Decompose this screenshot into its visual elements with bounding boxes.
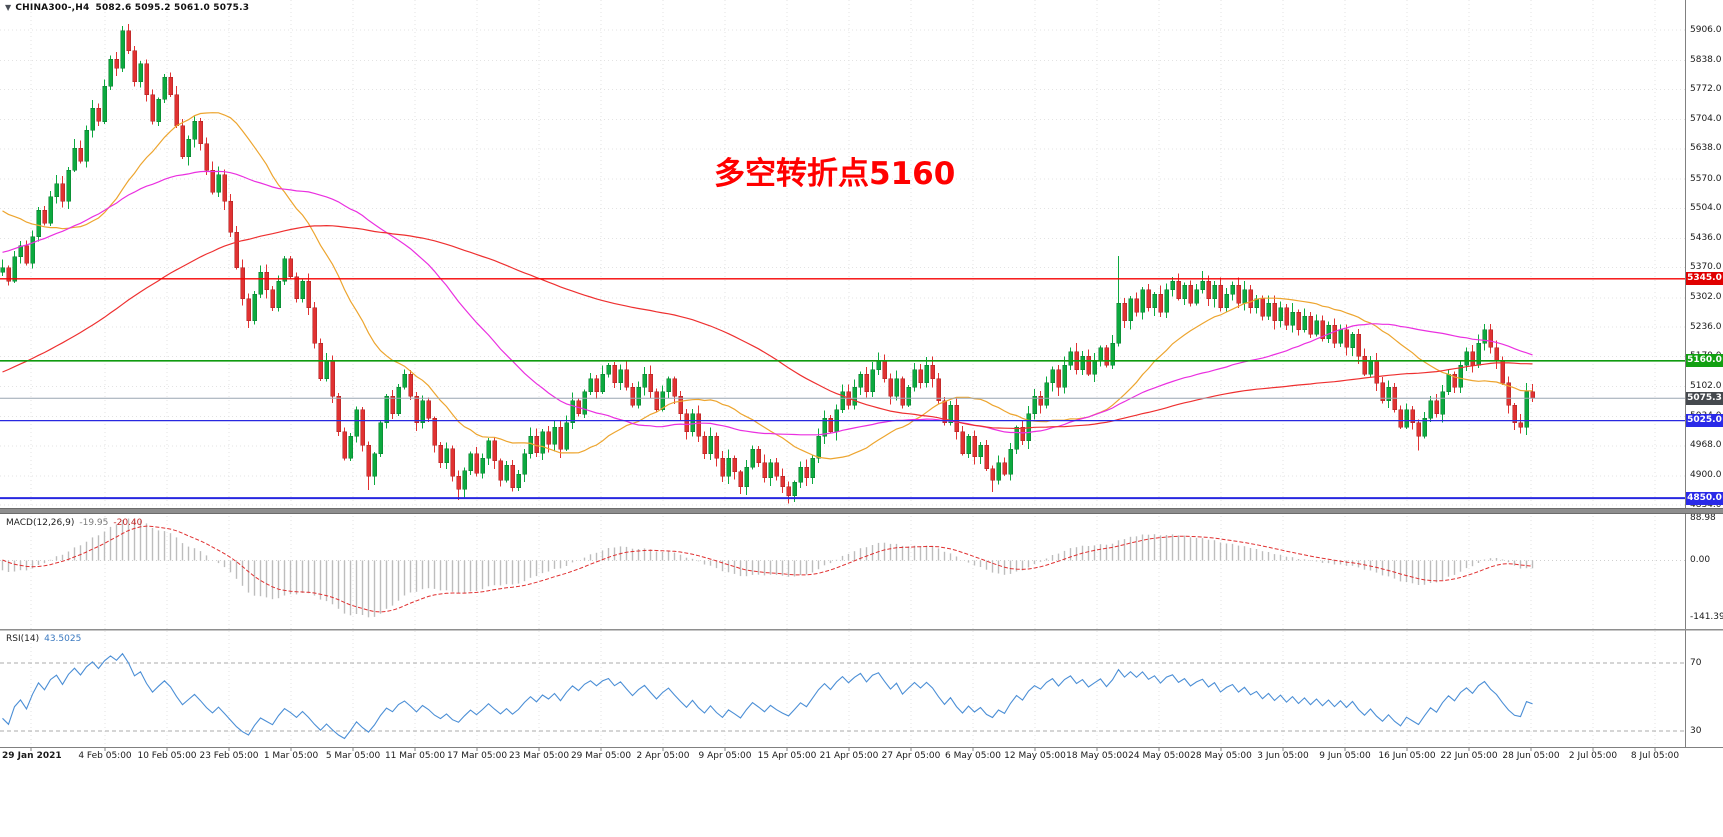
- rsi-axis-70-label: 70: [1690, 657, 1702, 668]
- macd-indicator-label: MACD(12,26,9) -19.95 -20.40: [6, 518, 142, 528]
- ohlc-values: 5082.6 5095.2 5061.0 5075.3: [95, 3, 250, 13]
- date-axis-label: 3 Jun 05:00: [1257, 751, 1309, 761]
- price-axis-label: 5570.0: [1690, 173, 1722, 184]
- price-axis-label: 4834.0: [1690, 499, 1722, 510]
- date-axis-label: 16 Jun 05:00: [1378, 751, 1436, 761]
- price-axis-label: 5838.0: [1690, 54, 1722, 65]
- price-axis-label: 5772.0: [1690, 84, 1722, 95]
- price-axis-label: 5236.0: [1690, 321, 1722, 332]
- last-price-tag: 5075.3: [1686, 391, 1723, 405]
- date-axis-label: 1 Mar 05:00: [263, 751, 319, 761]
- date-axis-label: 2 Apr 05:00: [636, 751, 690, 761]
- grid: [0, 0, 1685, 747]
- hline-price-tag: 5025.0: [1686, 414, 1723, 428]
- date-axis-label: 21 Apr 05:00: [819, 751, 879, 761]
- hline-price-tag: 4850.0: [1686, 491, 1723, 505]
- date-axis-label: 6 May 05:00: [945, 751, 1001, 761]
- price-axis-label: 5906.0: [1690, 24, 1722, 35]
- macd-signal-value: -20.40: [113, 518, 143, 528]
- hline-price-tag: 5160.0: [1686, 354, 1723, 368]
- collapse-arrow-icon[interactable]: ▼: [5, 3, 12, 12]
- rsi-axis-30-label: 30: [1690, 725, 1702, 736]
- symbol-ohlc-bar: ▼ CHINA300-,H4 5082.6 5095.2 5061.0 5075.3: [5, 3, 249, 13]
- candles: [0, 24, 1535, 504]
- rsi-indicator-label: RSI(14) 43.5025: [6, 634, 81, 644]
- macd-title: MACD(12,26,9): [6, 518, 75, 528]
- price-axis-label: 5436.0: [1690, 232, 1722, 243]
- date-axis-label: 24 May 05:00: [1128, 751, 1190, 761]
- price-axis-label: 5704.0: [1690, 114, 1722, 125]
- ma-slow-line: [2, 224, 1533, 430]
- price-axis-label: 5638.0: [1690, 143, 1722, 154]
- horizontal-lines[interactable]: [0, 278, 1685, 500]
- date-axis-label: 9 Jun 05:00: [1319, 751, 1371, 761]
- hline-price-tag: 5345.0: [1686, 272, 1723, 286]
- price-axis-label: 4968.0: [1690, 440, 1722, 451]
- price-axis-label: 5302.0: [1690, 292, 1722, 303]
- date-axis-label: 23 Mar 05:00: [508, 751, 570, 761]
- date-axis-label: 29 Mar 05:00: [570, 751, 632, 761]
- date-axis-label: 22 Jun 05:00: [1440, 751, 1498, 761]
- date-axis-label: 9 Apr 05:00: [698, 751, 752, 761]
- price-axis-label: 5504.0: [1690, 202, 1722, 213]
- symbol-label: CHINA300-,H4: [15, 3, 90, 13]
- date-axis-label: 10 Feb 05:00: [137, 751, 197, 761]
- rsi-value: 43.5025: [44, 634, 82, 644]
- date-axis-label: 29 Jan 2021: [2, 751, 62, 761]
- date-axis-label: 5 Mar 05:00: [325, 751, 381, 761]
- date-axis-label: 11 Mar 05:00: [384, 751, 446, 761]
- price-axis-label: 5370.0: [1690, 262, 1722, 273]
- rsi-title: RSI(14): [6, 634, 40, 644]
- date-axis-label: 8 Jul 05:00: [1630, 751, 1680, 761]
- macd-pane: [0, 518, 1685, 618]
- date-axis-label: 15 Apr 05:00: [757, 751, 817, 761]
- macd-axis-min-label: -141.39: [1690, 611, 1723, 622]
- date-axis-label: 18 May 05:00: [1066, 751, 1128, 761]
- date-axis-label: 4 Feb 05:00: [78, 751, 132, 761]
- date-axis-label: 12 May 05:00: [1004, 751, 1066, 761]
- macd-axis-zero-label: 0.00: [1690, 555, 1711, 565]
- macd-main-value: -19.95: [79, 518, 109, 528]
- date-axis-label: 17 Mar 05:00: [446, 751, 508, 761]
- ma-medium-line: [2, 170, 1533, 436]
- macd-axis-max-label: 88.98: [1690, 513, 1716, 523]
- panel-separator-main-macd[interactable]: [0, 508, 1723, 514]
- ma-fast-line: [2, 112, 1533, 460]
- rsi-pane: [0, 652, 1685, 740]
- price-axis-label: 5102.0: [1690, 380, 1722, 391]
- date-axis-label: 28 May 05:00: [1190, 751, 1252, 761]
- panel-borders: [0, 0, 1723, 751]
- chart-annotation-text[interactable]: 多空转折点5160: [714, 156, 956, 192]
- date-axis-label: 23 Feb 05:00: [199, 751, 259, 761]
- price-axis-label: 4900.0: [1690, 470, 1722, 481]
- date-axis-label: 27 Apr 05:00: [881, 751, 941, 761]
- date-axis-label: 28 Jun 05:00: [1502, 751, 1560, 761]
- moving-averages: [2, 112, 1533, 460]
- date-axis-label: 2 Jul 05:00: [1568, 751, 1618, 761]
